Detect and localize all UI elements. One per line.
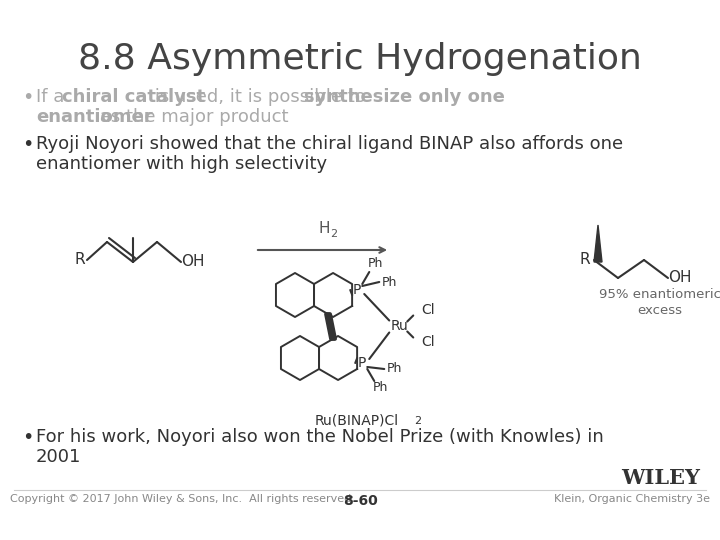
- Text: synthesize only one: synthesize only one: [304, 88, 505, 106]
- Text: If a: If a: [36, 88, 70, 106]
- Text: •: •: [22, 135, 33, 154]
- Text: R: R: [580, 253, 590, 267]
- Text: Ph: Ph: [382, 275, 397, 288]
- Text: P: P: [358, 356, 366, 370]
- Text: Ph: Ph: [367, 257, 382, 270]
- Text: P: P: [353, 283, 361, 297]
- Text: Copyright © 2017 John Wiley & Sons, Inc.  All rights reserved.: Copyright © 2017 John Wiley & Sons, Inc.…: [10, 494, 355, 504]
- Text: enantiomer: enantiomer: [36, 108, 153, 126]
- Text: •: •: [22, 88, 33, 107]
- Text: •: •: [22, 428, 33, 447]
- Text: Klein, Organic Chemistry 3e: Klein, Organic Chemistry 3e: [554, 494, 710, 504]
- Text: 8-60: 8-60: [343, 494, 377, 508]
- Text: Ru: Ru: [390, 320, 408, 334]
- Text: Ru(BINAP)Cl: Ru(BINAP)Cl: [315, 413, 399, 427]
- Text: R: R: [74, 253, 85, 267]
- Text: 2001: 2001: [36, 448, 81, 466]
- Text: Ph: Ph: [372, 381, 387, 394]
- Polygon shape: [594, 225, 602, 262]
- Text: OH: OH: [668, 271, 691, 286]
- Text: Ryoji Noyori showed that the chiral ligand BINAP also affords one: Ryoji Noyori showed that the chiral liga…: [36, 135, 623, 153]
- Text: H: H: [318, 221, 330, 236]
- Text: excess: excess: [637, 304, 683, 317]
- Text: as the major product: as the major product: [94, 108, 289, 126]
- Text: chiral catalyst: chiral catalyst: [62, 88, 205, 106]
- Text: Cl: Cl: [421, 335, 435, 349]
- Text: enantiomer with high selectivity: enantiomer with high selectivity: [36, 155, 327, 173]
- Text: Ph: Ph: [386, 361, 402, 375]
- Text: WILEY: WILEY: [621, 468, 700, 488]
- Text: 2: 2: [414, 416, 421, 426]
- Text: is used, it is possible to: is used, it is possible to: [149, 88, 372, 106]
- Text: OH: OH: [181, 254, 204, 269]
- Text: Cl: Cl: [421, 303, 435, 318]
- Text: For his work, Noyori also won the Nobel Prize (with Knowles) in: For his work, Noyori also won the Nobel …: [36, 428, 604, 446]
- Text: 95% enantiomeric: 95% enantiomeric: [599, 288, 720, 301]
- Text: 8.8 Asymmetric Hydrogenation: 8.8 Asymmetric Hydrogenation: [78, 42, 642, 76]
- Text: 2: 2: [330, 229, 337, 239]
